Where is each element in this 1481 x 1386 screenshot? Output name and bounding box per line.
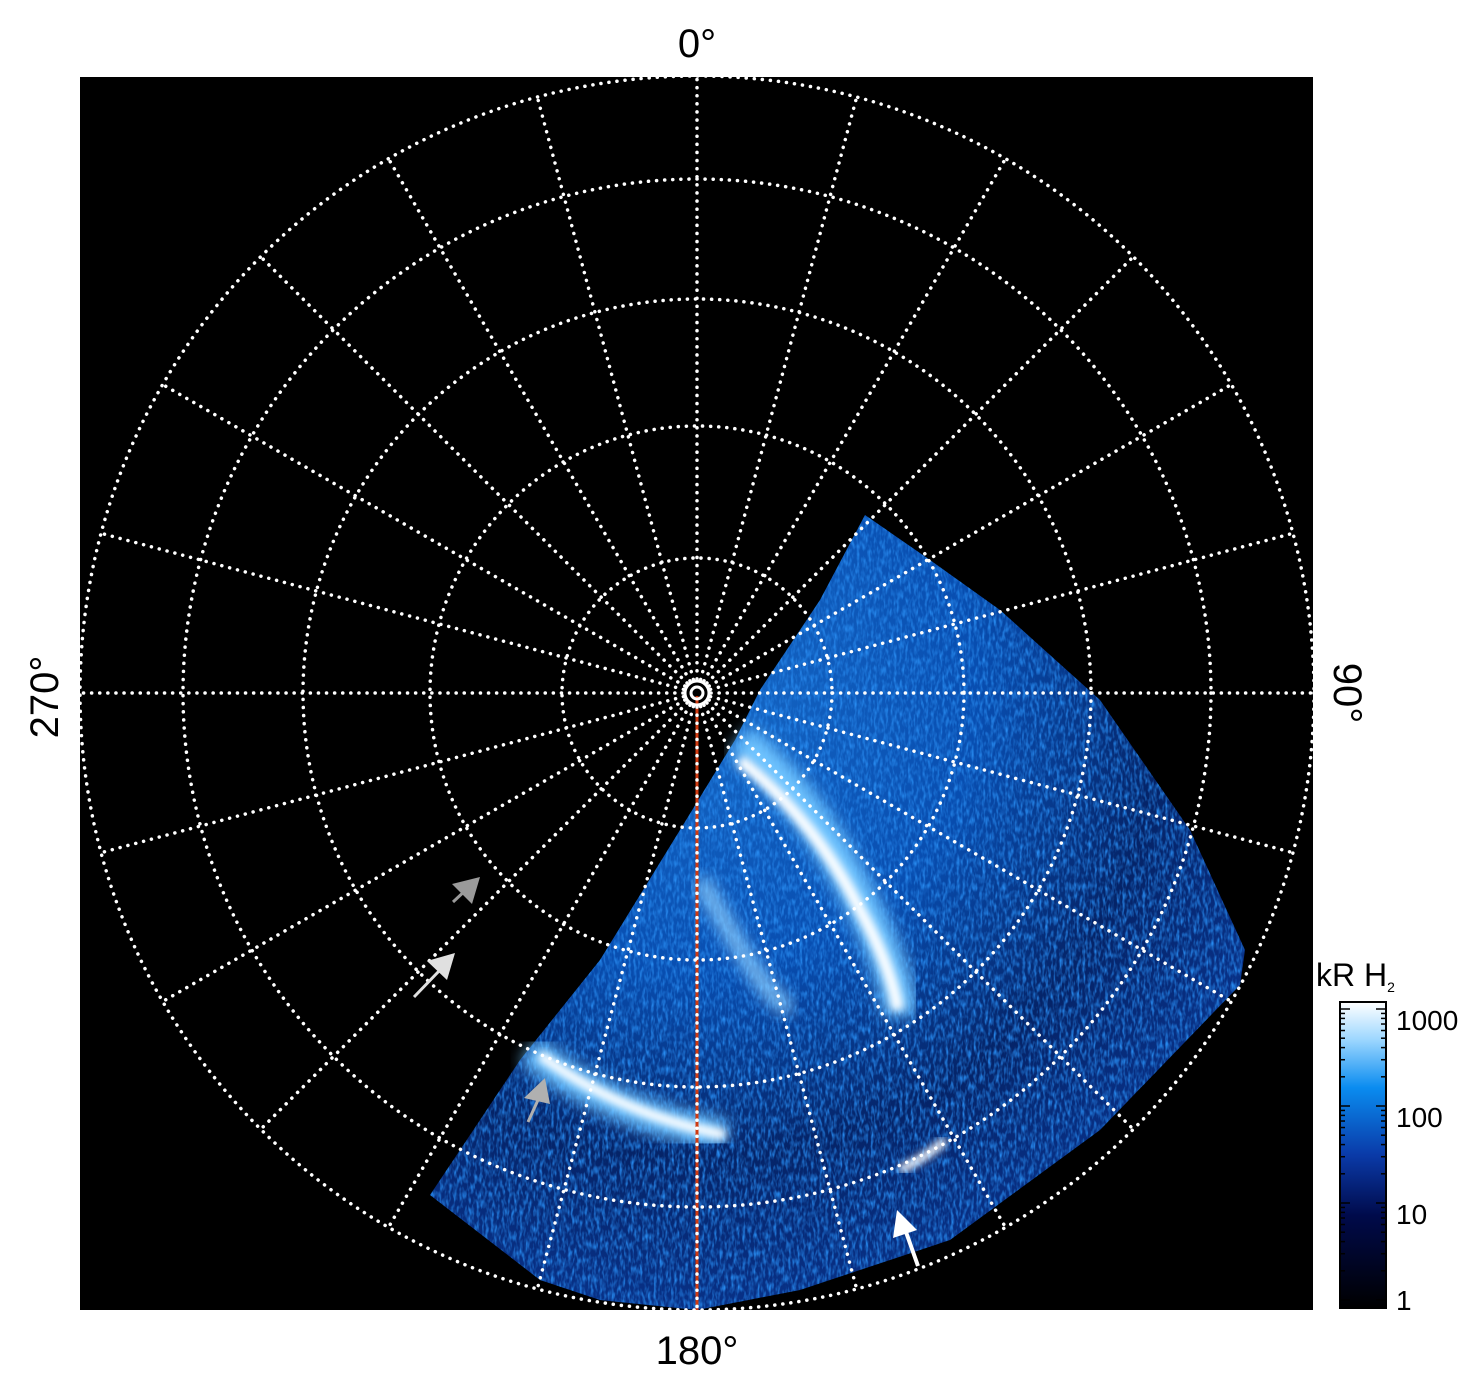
label-90-deg: 90° — [1325, 663, 1369, 724]
meridian-line — [386, 703, 692, 1230]
meridian-line — [160, 382, 687, 688]
latitude-circle — [689, 685, 705, 701]
meridian-line — [386, 156, 692, 683]
colorbar-gradient — [1339, 1001, 1387, 1309]
meridian-line — [160, 698, 687, 1004]
meridian-line — [535, 704, 696, 1291]
meridian-line — [698, 95, 859, 682]
meridian-line — [535, 95, 696, 682]
colorbar-tick-1: 1 — [1396, 1285, 1412, 1316]
white-arrow-1 — [412, 953, 455, 999]
label-0-deg: 0° — [678, 22, 716, 66]
meridian-line — [707, 382, 1234, 688]
gray-arrow-2 — [524, 1078, 550, 1123]
lat-lon-grid — [80, 77, 1313, 1310]
meridian-line — [99, 694, 686, 855]
gray-arrow-1 — [451, 877, 480, 904]
label-180-deg: 180° — [656, 1329, 739, 1373]
meridian-line — [258, 254, 689, 685]
meridian-line — [708, 694, 1295, 855]
latitude-circle — [428, 424, 966, 962]
meridian-line — [702, 703, 1008, 1230]
meridian-line — [702, 156, 1008, 683]
meridian-line — [708, 531, 1295, 692]
latitude-circle — [181, 177, 1213, 1209]
colorbar-title: kR H2 — [1316, 957, 1395, 995]
meridian-line — [258, 701, 689, 1132]
colorbar-tick-1000: 1000 — [1396, 1005, 1458, 1036]
arrows — [412, 877, 920, 1267]
colorbar-tick-100: 100 — [1396, 1102, 1443, 1133]
spot-emission — [898, 1137, 948, 1174]
colorbar-tick-10: 10 — [1396, 1199, 1427, 1230]
meridian-line — [698, 704, 859, 1291]
colorbar: kR H2 1000 100 10 1 — [1316, 957, 1458, 1316]
meridian-line — [705, 701, 1136, 1132]
meridian-line — [707, 698, 1234, 1004]
main-oval-arc — [736, 755, 904, 1011]
white-arrow-2 — [893, 1210, 920, 1267]
meridian-line — [705, 254, 1136, 685]
latitude-circle — [683, 679, 711, 707]
label-270-deg: 270° — [23, 656, 67, 739]
meridian-line — [99, 531, 686, 692]
